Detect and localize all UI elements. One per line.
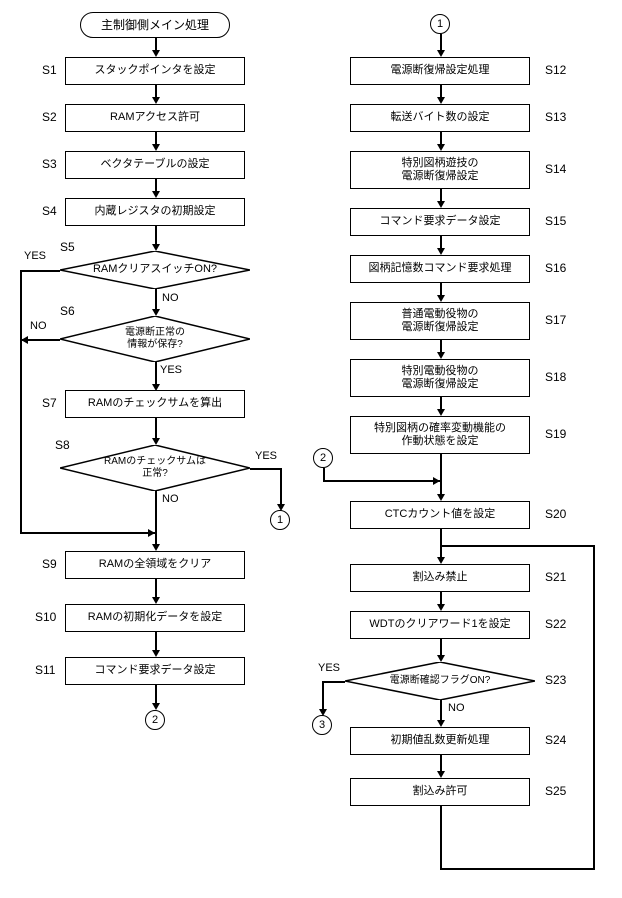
step-label-s1: S1 (42, 63, 57, 77)
process-s4: 内蔵レジスタの初期設定 (65, 198, 245, 226)
process-s19: 特別図柄の確率変動機能の 作動状態を設定 (350, 416, 530, 454)
step-label-s22: S22 (545, 617, 566, 631)
process-s18: 特別電動役物の 電源断復帰設定 (350, 359, 530, 397)
decision-s23: 電源断確認フラグON? (345, 662, 535, 700)
edge-s6-yes: YES (160, 364, 182, 376)
edge-s23-yes: YES (318, 662, 340, 674)
process-s11: コマンド要求データ設定 (65, 657, 245, 685)
process-s22: WDTのクリアワード1を設定 (350, 611, 530, 639)
step-label-s10: S10 (35, 610, 56, 624)
step-label-s3: S3 (42, 157, 57, 171)
step-label-s16: S16 (545, 261, 566, 275)
process-s12: 電源断復帰設定処理 (350, 57, 530, 85)
process-s25: 割込み許可 (350, 778, 530, 806)
decision-s5: RAMクリアスイッチON? (60, 251, 250, 289)
edge-s5-no: NO (162, 292, 179, 304)
process-s9: RAMの全領域をクリア (65, 551, 245, 579)
step-label-s21: S21 (545, 570, 566, 584)
process-s2: RAMアクセス許可 (65, 104, 245, 132)
step-label-s7: S7 (42, 396, 57, 410)
process-s3: ベクタテーブルの設定 (65, 151, 245, 179)
step-label-s17: S17 (545, 313, 566, 327)
step-label-s12: S12 (545, 63, 566, 77)
step-label-s24: S24 (545, 733, 566, 747)
step-label-s9: S9 (42, 557, 57, 571)
process-s16: 図柄記憶数コマンド要求処理 (350, 255, 530, 283)
connector-3: 3 (312, 715, 332, 735)
decision-s8: RAMのチェックサムは 正常? (60, 445, 250, 491)
edge-s8-no: NO (162, 493, 179, 505)
connector-2-right: 2 (313, 448, 333, 468)
start-terminal: 主制御側メイン処理 (80, 12, 230, 38)
decision-s6: 電源断正常の 情報が保存? (60, 316, 250, 362)
process-s7: RAMのチェックサムを算出 (65, 390, 245, 418)
process-s1: スタックポインタを設定 (65, 57, 245, 85)
step-label-s4: S4 (42, 204, 57, 218)
process-s14: 特別図柄遊技の 電源断復帰設定 (350, 151, 530, 189)
process-s24: 初期値乱数更新処理 (350, 727, 530, 755)
step-label-s13: S13 (545, 110, 566, 124)
process-s10: RAMの初期化データを設定 (65, 604, 245, 632)
step-label-s18: S18 (545, 370, 566, 384)
edge-s6-no: NO (30, 320, 47, 332)
connector-2-left: 2 (145, 710, 165, 730)
connector-1-top: 1 (430, 14, 450, 34)
step-label-s20: S20 (545, 507, 566, 521)
step-label-s11: S11 (35, 663, 55, 677)
process-s21: 割込み禁止 (350, 564, 530, 592)
step-label-s14: S14 (545, 162, 566, 176)
process-s15: コマンド要求データ設定 (350, 208, 530, 236)
edge-s8-yes: YES (255, 450, 277, 462)
process-s20: CTCカウント値を設定 (350, 501, 530, 529)
step-label-s19: S19 (545, 427, 566, 441)
step-label-s23: S23 (545, 673, 566, 687)
process-s13: 転送バイト数の設定 (350, 104, 530, 132)
process-s17: 普通電動役物の 電源断復帰設定 (350, 302, 530, 340)
edge-s23-no: NO (448, 702, 465, 714)
edge-s5-yes: YES (24, 250, 46, 262)
step-label-s25: S25 (545, 784, 566, 798)
connector-1-mid: 1 (270, 510, 290, 530)
step-label-s15: S15 (545, 214, 566, 228)
step-label-s2: S2 (42, 110, 57, 124)
